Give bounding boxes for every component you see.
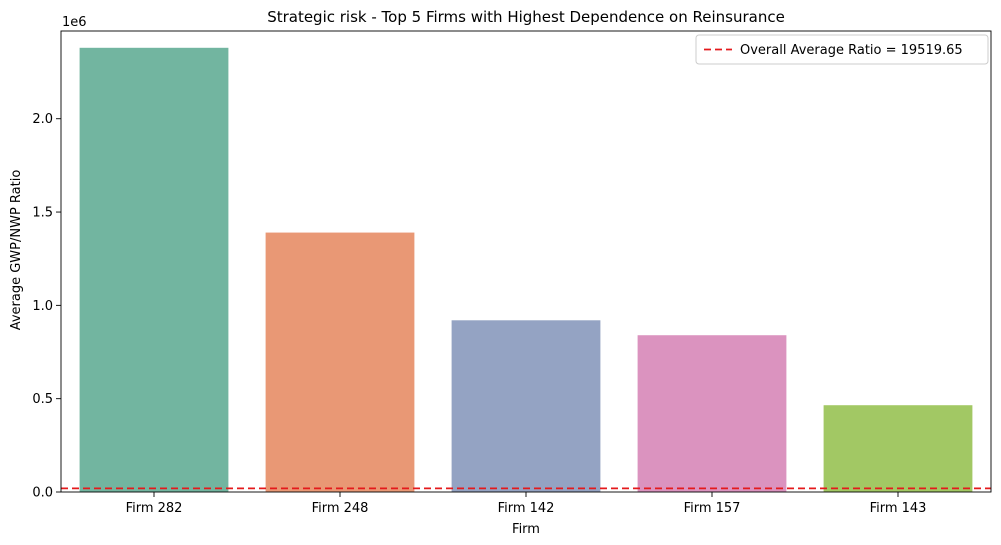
legend-label: Overall Average Ratio = 19519.65 [740, 43, 963, 58]
chart-title: Strategic risk - Top 5 Firms with Highes… [267, 8, 785, 26]
x-tick-label: Firm 157 [684, 501, 741, 516]
y-tick-label: 0.5 [32, 392, 53, 407]
x-tick-label: Firm 143 [870, 501, 927, 516]
x-tick-label: Firm 282 [126, 501, 183, 516]
x-tick-label: Firm 248 [312, 501, 369, 516]
y-tick-label: 1.0 [32, 299, 53, 314]
x-axis-label: Firm [512, 522, 540, 537]
y-tick-label: 1.5 [32, 206, 53, 221]
bar-firm-143 [823, 405, 973, 492]
bar-firm-282 [79, 47, 229, 492]
plot-frame [60, 30, 992, 493]
bar-firm-142 [451, 320, 601, 492]
bars [79, 47, 973, 492]
y-tick-label: 0.0 [32, 486, 53, 501]
legend: Overall Average Ratio = 19519.65 [695, 34, 989, 65]
bar-firm-157 [637, 335, 787, 492]
bar-firm-248 [265, 232, 415, 492]
y-axis-ticks: 0.0 0.5 1.0 1.5 2.0 [32, 112, 61, 501]
y-axis-label: Average GWP/NWP Ratio [9, 170, 24, 331]
y-tick-label: 2.0 [32, 112, 53, 127]
legend-box [695, 34, 989, 65]
x-axis-ticks: Firm 282 Firm 248 Firm 142 Firm 157 Firm 143 [126, 492, 927, 516]
x-tick-label: Firm 142 [498, 501, 555, 516]
y-offset-label: 1e6 [62, 15, 87, 30]
